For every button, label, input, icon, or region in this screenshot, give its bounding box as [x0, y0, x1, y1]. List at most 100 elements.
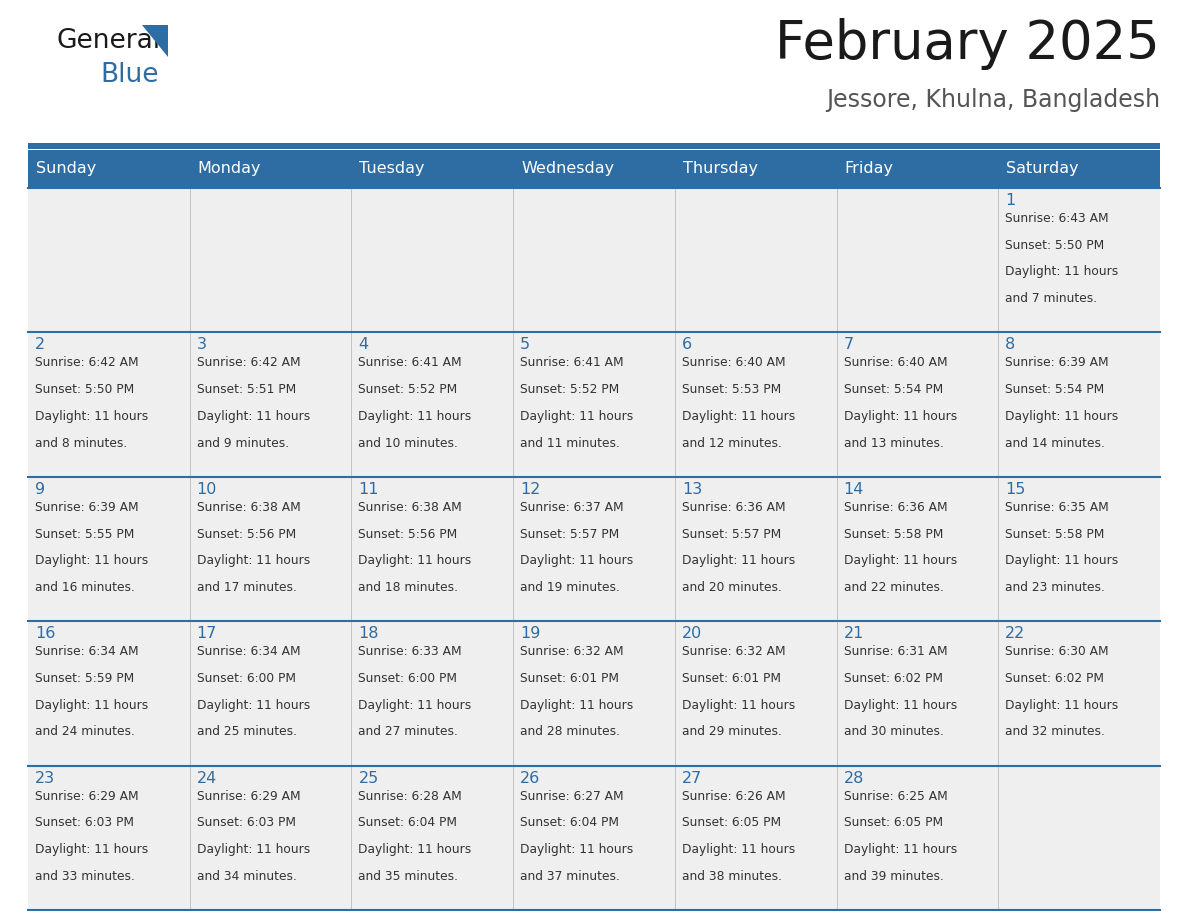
Text: Sunrise: 6:29 AM: Sunrise: 6:29 AM [197, 789, 301, 802]
Text: 4: 4 [359, 338, 368, 353]
Text: Sunset: 6:03 PM: Sunset: 6:03 PM [197, 816, 296, 829]
Text: and 22 minutes.: and 22 minutes. [843, 581, 943, 594]
Text: 8: 8 [1005, 338, 1016, 353]
Bar [352, 188, 513, 332]
Text: Wednesday: Wednesday [522, 162, 614, 176]
Text: Sunset: 6:01 PM: Sunset: 6:01 PM [520, 672, 619, 685]
Bar [836, 332, 998, 476]
Text: Daylight: 11 hours: Daylight: 11 hours [359, 699, 472, 711]
Text: 21: 21 [843, 626, 864, 641]
Text: Sunset: 5:58 PM: Sunset: 5:58 PM [843, 528, 943, 541]
Text: and 29 minutes.: and 29 minutes. [682, 725, 782, 738]
Text: 28: 28 [843, 770, 864, 786]
Bar [998, 150, 1159, 188]
Text: Saturday: Saturday [1006, 162, 1079, 176]
Text: 20: 20 [682, 626, 702, 641]
Text: and 18 minutes.: and 18 minutes. [359, 581, 459, 594]
Text: Daylight: 11 hours: Daylight: 11 hours [1005, 265, 1119, 278]
Text: and 23 minutes.: and 23 minutes. [1005, 581, 1105, 594]
Text: Sunrise: 6:34 AM: Sunrise: 6:34 AM [197, 645, 301, 658]
Text: Sunrise: 6:36 AM: Sunrise: 6:36 AM [843, 501, 947, 514]
Text: Sunset: 6:02 PM: Sunset: 6:02 PM [1005, 672, 1105, 685]
Text: Monday: Monday [197, 162, 261, 176]
Text: Sunrise: 6:41 AM: Sunrise: 6:41 AM [520, 356, 624, 369]
Text: Sunrise: 6:43 AM: Sunrise: 6:43 AM [1005, 212, 1108, 225]
Text: Daylight: 11 hours: Daylight: 11 hours [359, 409, 472, 423]
Text: Daylight: 11 hours: Daylight: 11 hours [359, 554, 472, 567]
Bar [836, 476, 998, 621]
Text: and 27 minutes.: and 27 minutes. [359, 725, 459, 738]
Bar [513, 621, 675, 766]
Text: Sunset: 6:05 PM: Sunset: 6:05 PM [682, 816, 781, 829]
Text: 11: 11 [359, 482, 379, 497]
Text: Daylight: 11 hours: Daylight: 11 hours [682, 699, 795, 711]
Text: Daylight: 11 hours: Daylight: 11 hours [34, 699, 148, 711]
Bar [190, 150, 352, 188]
Text: Sunset: 5:56 PM: Sunset: 5:56 PM [359, 528, 457, 541]
Text: 13: 13 [682, 482, 702, 497]
Text: 18: 18 [359, 626, 379, 641]
Bar [29, 188, 190, 332]
Text: 15: 15 [1005, 482, 1025, 497]
Text: Daylight: 11 hours: Daylight: 11 hours [520, 554, 633, 567]
Text: 25: 25 [359, 770, 379, 786]
Text: 24: 24 [197, 770, 217, 786]
Text: Daylight: 11 hours: Daylight: 11 hours [1005, 699, 1119, 711]
Text: and 17 minutes.: and 17 minutes. [197, 581, 297, 594]
Bar [190, 332, 352, 476]
Bar [675, 621, 836, 766]
Bar [513, 766, 675, 910]
Text: Daylight: 11 hours: Daylight: 11 hours [843, 843, 956, 856]
Bar [675, 332, 836, 476]
Text: Sunset: 5:54 PM: Sunset: 5:54 PM [1005, 383, 1105, 396]
Text: Blue: Blue [100, 62, 158, 88]
Text: and 12 minutes.: and 12 minutes. [682, 437, 782, 450]
Text: and 25 minutes.: and 25 minutes. [197, 725, 297, 738]
Text: and 19 minutes.: and 19 minutes. [520, 581, 620, 594]
Bar [352, 150, 513, 188]
Text: Daylight: 11 hours: Daylight: 11 hours [34, 843, 148, 856]
Bar [29, 143, 1159, 149]
Text: Sunrise: 6:33 AM: Sunrise: 6:33 AM [359, 645, 462, 658]
Text: and 34 minutes.: and 34 minutes. [197, 869, 297, 883]
Text: Jessore, Khulna, Bangladesh: Jessore, Khulna, Bangladesh [826, 88, 1159, 112]
Text: Daylight: 11 hours: Daylight: 11 hours [843, 699, 956, 711]
Text: 19: 19 [520, 626, 541, 641]
Text: Sunrise: 6:40 AM: Sunrise: 6:40 AM [682, 356, 785, 369]
Text: and 35 minutes.: and 35 minutes. [359, 869, 459, 883]
Text: Sunrise: 6:27 AM: Sunrise: 6:27 AM [520, 789, 624, 802]
Text: Sunrise: 6:42 AM: Sunrise: 6:42 AM [197, 356, 301, 369]
Bar [836, 766, 998, 910]
Text: Daylight: 11 hours: Daylight: 11 hours [682, 409, 795, 423]
Bar [836, 621, 998, 766]
Text: Daylight: 11 hours: Daylight: 11 hours [197, 843, 310, 856]
Text: 5: 5 [520, 338, 530, 353]
Bar [513, 188, 675, 332]
Bar [29, 766, 190, 910]
Text: Sunset: 6:02 PM: Sunset: 6:02 PM [843, 672, 942, 685]
Text: Sunset: 5:53 PM: Sunset: 5:53 PM [682, 383, 781, 396]
Text: and 11 minutes.: and 11 minutes. [520, 437, 620, 450]
Text: Sunset: 5:50 PM: Sunset: 5:50 PM [34, 383, 134, 396]
Text: 12: 12 [520, 482, 541, 497]
Text: Sunrise: 6:25 AM: Sunrise: 6:25 AM [843, 789, 947, 802]
Text: Daylight: 11 hours: Daylight: 11 hours [34, 409, 148, 423]
Text: Daylight: 11 hours: Daylight: 11 hours [359, 843, 472, 856]
Bar [352, 476, 513, 621]
Bar [513, 332, 675, 476]
Text: and 28 minutes.: and 28 minutes. [520, 725, 620, 738]
Text: Sunrise: 6:32 AM: Sunrise: 6:32 AM [682, 645, 785, 658]
Text: Tuesday: Tuesday [360, 162, 425, 176]
Text: Sunset: 5:57 PM: Sunset: 5:57 PM [520, 528, 619, 541]
Text: Sunset: 5:51 PM: Sunset: 5:51 PM [197, 383, 296, 396]
Text: Sunrise: 6:28 AM: Sunrise: 6:28 AM [359, 789, 462, 802]
Text: 6: 6 [682, 338, 691, 353]
Text: Sunrise: 6:31 AM: Sunrise: 6:31 AM [843, 645, 947, 658]
Text: Sunset: 5:54 PM: Sunset: 5:54 PM [843, 383, 943, 396]
Text: Thursday: Thursday [683, 162, 758, 176]
Text: 7: 7 [843, 338, 854, 353]
Text: and 13 minutes.: and 13 minutes. [843, 437, 943, 450]
Text: Daylight: 11 hours: Daylight: 11 hours [197, 554, 310, 567]
Text: Sunrise: 6:39 AM: Sunrise: 6:39 AM [1005, 356, 1108, 369]
Polygon shape [143, 25, 168, 57]
